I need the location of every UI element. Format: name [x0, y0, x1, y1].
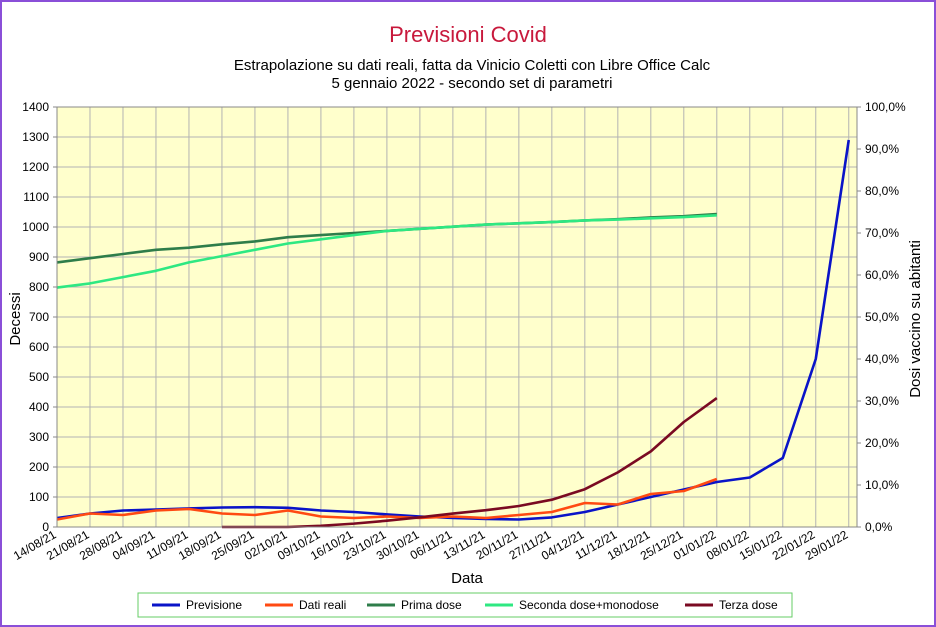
y2-tick-label: 70,0%: [865, 226, 899, 240]
y2-tick-label: 100,0%: [865, 100, 906, 114]
chart-title: Previsioni Covid: [389, 22, 547, 47]
y-tick-label: 1100: [23, 190, 49, 204]
series-line: [221, 397, 718, 529]
y-tick-label: 400: [29, 400, 49, 414]
series-line: [56, 214, 717, 289]
y-tick-label: 100: [29, 490, 49, 504]
y2-axis-label: Dosi vaccino su abitanti: [907, 240, 924, 398]
y-tick-label: 700: [29, 310, 49, 324]
y2-tick-label: 90,0%: [865, 142, 899, 156]
y2-tick-label: 50,0%: [865, 310, 899, 324]
y2-tick-label: 10,0%: [865, 478, 899, 492]
y2-tick-label: 0,0%: [865, 520, 893, 534]
y-tick-label: 1000: [22, 220, 49, 234]
y-tick-label: 1200: [22, 160, 49, 174]
legend-label: Dati reali: [299, 598, 346, 612]
y-tick-label: 800: [29, 280, 49, 294]
legend-label: Prima dose: [401, 598, 462, 612]
y2-tick-label: 40,0%: [865, 352, 899, 366]
y-axis-label: Decessi: [7, 292, 24, 345]
y-tick-label: 500: [29, 370, 49, 384]
legend-box: [137, 592, 793, 618]
series-line: [56, 477, 718, 521]
legend-label: Previsione: [186, 598, 242, 612]
y-tick-label: 900: [29, 250, 49, 264]
plot-border: [56, 106, 858, 528]
x-axis-label: Data: [451, 570, 483, 587]
y-tick-label: 300: [29, 430, 49, 444]
legend-label: Seconda dose+monodose: [519, 598, 659, 612]
y2-tick-label: 80,0%: [865, 184, 899, 198]
y-tick-label: 0: [42, 520, 49, 534]
chart-subtitle: Estrapolazione su dati reali, fatta da V…: [234, 57, 711, 74]
legend-label: Terza dose: [719, 598, 778, 612]
y2-tick-label: 30,0%: [865, 394, 899, 408]
chart-subtitle: 5 gennaio 2022 - secondo set di parametr…: [331, 75, 612, 92]
y-tick-label: 1300: [22, 130, 49, 144]
y-tick-label: 600: [29, 340, 49, 354]
y-tick-label: 200: [29, 460, 49, 474]
y2-tick-label: 60,0%: [865, 268, 899, 282]
y2-tick-label: 20,0%: [865, 436, 899, 450]
y-tick-label: 1400: [22, 100, 49, 114]
